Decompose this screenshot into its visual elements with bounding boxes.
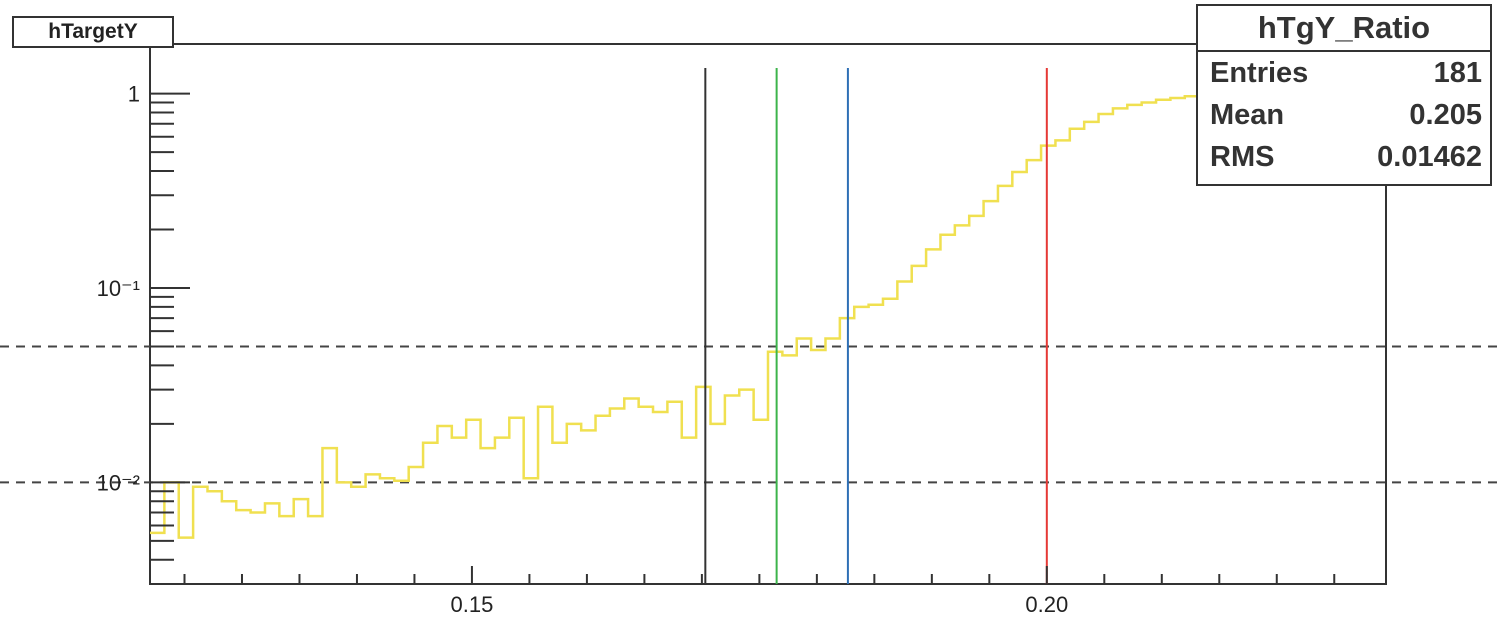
stats-row-rms: RMS 0.01462 <box>1198 136 1490 178</box>
histogram-series <box>150 89 1329 539</box>
plot-border <box>149 43 1387 585</box>
y-axis: 1 10⁻¹ 10⁻² <box>97 82 190 585</box>
stats-row-mean: Mean 0.205 <box>1198 94 1490 136</box>
stats-label: Entries <box>1210 56 1309 89</box>
histogram-line <box>150 89 1329 539</box>
cut-lines <box>704 68 1048 584</box>
y-tick-label: 10⁻¹ <box>97 276 140 301</box>
x-axis: 0.15 0.20 <box>183 566 1336 617</box>
stats-label: RMS <box>1210 140 1275 173</box>
plot-frame <box>149 43 1387 585</box>
y-tick-label: 1 <box>128 82 140 107</box>
stats-value: 0.205 <box>1409 98 1482 131</box>
stats-box: hTgY_Ratio Entries 181 Mean 0.205 RMS 0.… <box>1196 4 1492 186</box>
x-tick-label: 0.20 <box>1025 592 1068 617</box>
stats-title: hTgY_Ratio <box>1198 6 1490 52</box>
stats-value: 0.01462 <box>1377 140 1482 173</box>
stats-row-entries: Entries 181 <box>1198 52 1490 94</box>
stats-value: 181 <box>1433 56 1482 89</box>
stats-label: Mean <box>1210 98 1285 131</box>
histogram-title: hTargetY <box>12 16 174 48</box>
x-tick-label: 0.15 <box>451 592 494 617</box>
y-tick-label: 10⁻² <box>97 470 140 495</box>
reference-lines <box>0 345 1499 484</box>
